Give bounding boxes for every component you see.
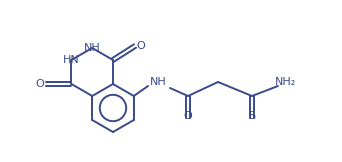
Text: NH: NH (150, 77, 166, 87)
Text: NH₂: NH₂ (274, 77, 295, 87)
Text: O: O (36, 79, 44, 89)
Text: HN: HN (63, 55, 80, 65)
Text: O: O (184, 111, 192, 121)
Text: NH: NH (84, 43, 101, 53)
Text: O: O (136, 41, 145, 51)
Text: S: S (248, 111, 255, 121)
